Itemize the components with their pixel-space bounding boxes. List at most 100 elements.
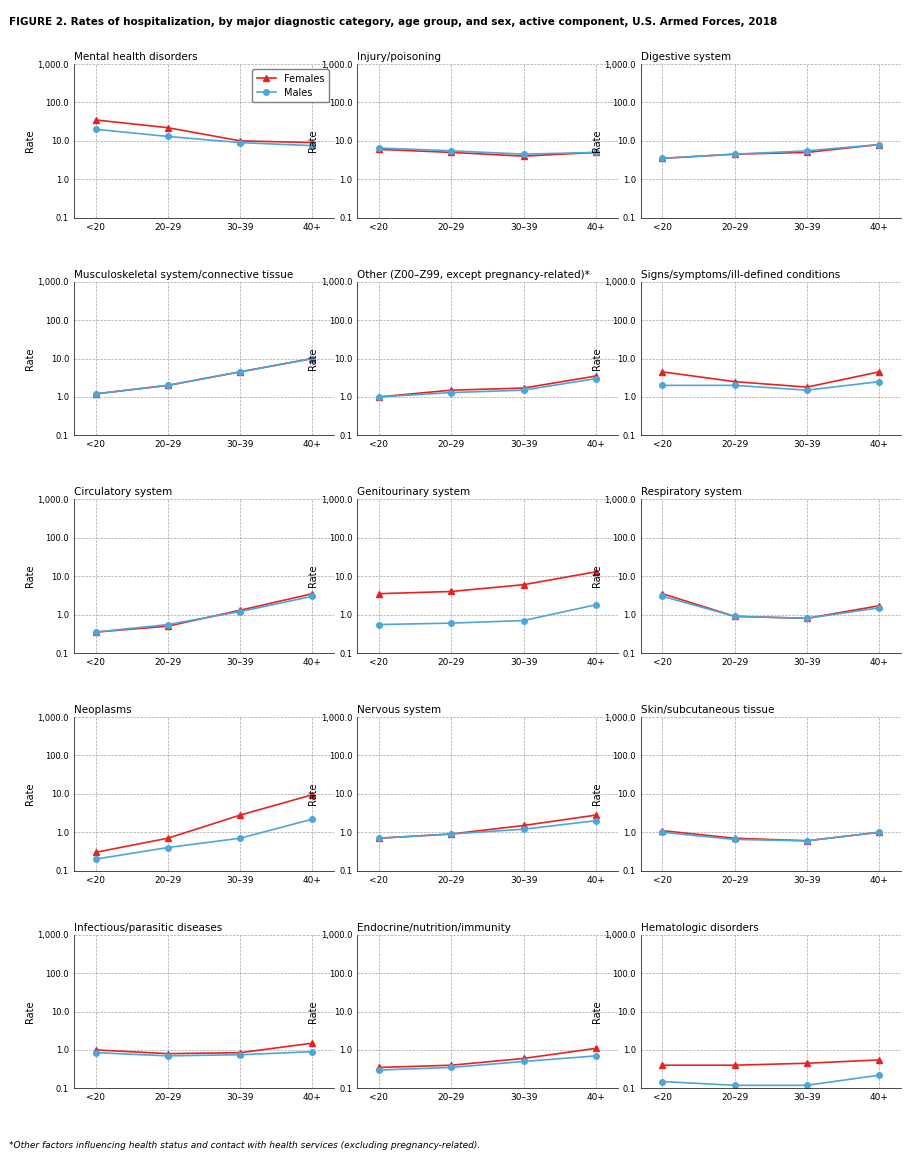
Males [590,146,602,159]
Females [729,831,740,845]
Females [729,375,740,389]
Females [235,808,246,822]
Females [90,845,101,859]
Males [874,825,885,839]
Line: Females: Females [660,142,882,161]
Males [729,1078,740,1092]
Males [590,598,602,612]
Line: Females: Females [660,1057,882,1069]
Females [445,1058,456,1072]
Females [90,1043,101,1057]
Females [518,1051,529,1065]
Line: Females: Females [376,812,599,840]
Text: Neoplasms: Neoplasms [74,705,131,715]
Males [874,1069,885,1083]
Females [90,386,101,400]
Text: Infectious/parasitic diseases: Infectious/parasitic diseases [74,923,222,932]
Text: Other (Z00–Z99, except pregnancy-related)*: Other (Z00–Z99, except pregnancy-related… [358,270,590,279]
Females [801,381,812,395]
Males [307,1045,318,1059]
Females [307,587,318,601]
Females [874,364,885,378]
Line: Males: Males [92,816,315,861]
Females [235,1045,246,1059]
Males [657,378,668,392]
Line: Males: Males [660,830,882,844]
Females [801,1056,812,1070]
Males [235,1048,246,1062]
Line: Males: Males [660,378,882,393]
Males [163,618,174,632]
Females [373,390,384,404]
Males [657,1074,668,1088]
Females [874,598,885,612]
Males [235,136,246,150]
Males [235,604,246,618]
Line: Males: Males [92,127,315,149]
Y-axis label: Rate: Rate [308,129,318,152]
Males [307,589,318,603]
Females [163,378,174,392]
Text: Digestive system: Digestive system [640,52,731,62]
Line: Males: Males [660,594,882,622]
Females [729,147,740,161]
Y-axis label: Rate: Rate [25,782,35,805]
Females [163,1046,174,1060]
Males [307,139,318,152]
Y-axis label: Rate: Rate [25,129,35,152]
Males [90,852,101,866]
Line: Females: Females [660,369,882,390]
Males [373,618,384,632]
Females [518,149,529,163]
Males [445,144,456,158]
Females [590,369,602,383]
Line: Males: Males [376,146,599,157]
Males [163,129,174,143]
Y-axis label: Rate: Rate [591,129,602,152]
Line: Males: Males [92,594,315,634]
Females [657,364,668,378]
Males [163,1049,174,1063]
Females [235,603,246,617]
Males [445,616,456,630]
Females [590,1042,602,1056]
Females [307,136,318,150]
Females [307,788,318,802]
Males [445,828,456,842]
Females [307,1036,318,1050]
Text: Nervous system: Nervous system [358,705,442,715]
Line: Females: Females [92,792,315,856]
Y-axis label: Rate: Rate [591,565,602,588]
Females [518,381,529,395]
Males [163,840,174,854]
Males [307,352,318,365]
Males [445,385,456,399]
Males [90,1045,101,1059]
Females [445,584,456,598]
Females [163,121,174,135]
Females [729,1058,740,1072]
Females [373,587,384,601]
Males [729,378,740,392]
Females [307,352,318,365]
Females [801,833,812,847]
Text: Musculoskeletal system/connective tissue: Musculoskeletal system/connective tissue [74,270,293,279]
Text: Hematologic disorders: Hematologic disorders [640,923,759,932]
Males [90,625,101,639]
Males [518,613,529,627]
Males [590,371,602,385]
Females [874,825,885,839]
Males [729,147,740,161]
Text: Injury/poisoning: Injury/poisoning [358,52,442,62]
Line: Males: Males [660,142,882,161]
Y-axis label: Rate: Rate [591,347,602,370]
Males [874,137,885,151]
Line: Males: Males [376,1053,599,1073]
Females [874,1053,885,1067]
Females [801,146,812,159]
Males [163,378,174,392]
Males [657,151,668,165]
Text: Mental health disorders: Mental health disorders [74,52,198,62]
Males [801,1078,812,1092]
Line: Males: Males [660,1072,882,1088]
